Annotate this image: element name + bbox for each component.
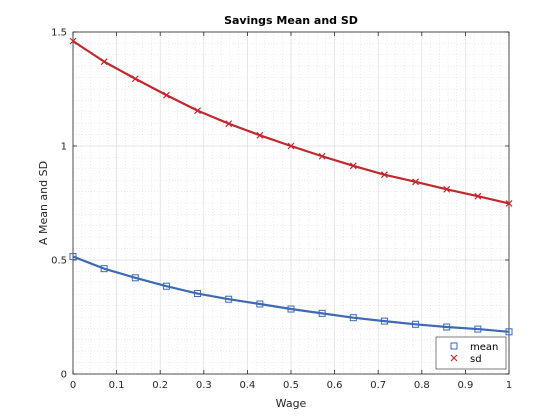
y-tick-label: 0: [61, 370, 67, 381]
data-point-sd: [505, 200, 513, 207]
data-point-mean: [287, 305, 295, 313]
chart-title: Savings Mean and SD: [224, 14, 358, 27]
legend: mean sd: [435, 336, 507, 370]
x-tick-label: 0.3: [196, 380, 212, 391]
data-point-mean: [100, 265, 108, 273]
series-layer: [69, 37, 513, 336]
data-point-mean: [194, 290, 202, 298]
y-tick-label: 1: [61, 142, 67, 153]
x-axis-label: Wage: [276, 397, 307, 410]
axis-ticks: 0 0.1 0.2 0.3 0.4 0.5 0.6 0.7 0.8 0.9 1 0 0.5 1 1.5: [51, 28, 512, 392]
data-point-mean: [412, 320, 420, 328]
minor-grid: [73, 32, 509, 374]
data-point-mean: [225, 295, 233, 303]
x-tick-label: 0.1: [109, 380, 125, 391]
data-point-sd: [225, 120, 233, 128]
data-point-sd: [69, 37, 77, 45]
data-point-sd: [349, 162, 357, 170]
data-point-mean: [474, 325, 482, 333]
x-tick-label: 0.7: [370, 380, 386, 391]
x-tick-label: 0.9: [457, 380, 473, 391]
data-point-sd: [194, 107, 201, 115]
legend-mean-marker: [450, 342, 458, 350]
x-tick-label: 0.6: [327, 380, 343, 391]
data-point-mean: [69, 253, 77, 261]
legend-sd-marker: [450, 354, 458, 362]
data-point-mean: [380, 317, 388, 325]
x-tick-label: 0.2: [152, 380, 168, 391]
data-point-sd: [163, 91, 170, 99]
data-point-sd: [100, 58, 108, 66]
data-point-sd: [318, 152, 326, 160]
data-point-mean: [162, 282, 170, 290]
y-axis-label: A Mean and SD: [37, 161, 50, 245]
x-tick-label: 0.8: [414, 380, 430, 391]
data-point-sd: [443, 185, 451, 193]
series-line-mean: [72, 255, 510, 333]
x-tick-label: 0: [70, 380, 76, 391]
data-point-sd: [287, 142, 295, 150]
data-point-sd: [474, 192, 482, 200]
legend-label-mean: mean: [470, 342, 498, 353]
data-point-sd: [381, 171, 388, 179]
data-point-sd: [131, 75, 139, 83]
data-point-mean: [318, 309, 326, 317]
y-tick-label: 1.5: [51, 28, 67, 39]
x-tick-label: 0.4: [239, 380, 255, 391]
data-point-mean: [443, 323, 451, 331]
data-point-mean: [505, 328, 513, 336]
data-point-mean: [256, 300, 264, 308]
legend-box: [435, 336, 507, 370]
legend-label-sd: sd: [470, 354, 482, 365]
data-point-mean: [349, 314, 357, 322]
x-tick-label: 0.5: [283, 380, 299, 391]
y-tick-label: 0.5: [51, 256, 67, 267]
data-point-mean: [131, 274, 139, 282]
x-tick-label: 1: [506, 380, 512, 391]
data-point-sd: [412, 178, 419, 186]
data-point-sd: [256, 131, 264, 139]
